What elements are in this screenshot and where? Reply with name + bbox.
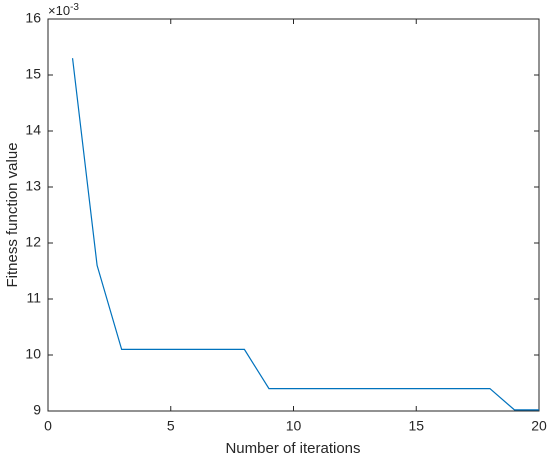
y-tick-label: 9 bbox=[33, 402, 41, 418]
x-tick-label: 15 bbox=[408, 418, 424, 434]
y-axis-label: Fitness function value bbox=[4, 142, 21, 287]
y-tick-label: 14 bbox=[25, 122, 41, 138]
x-tick-label: 0 bbox=[44, 418, 52, 434]
data-line bbox=[71, 58, 539, 411]
y-multiplier: ×10-3 bbox=[48, 2, 79, 19]
y-multiplier-exp: -3 bbox=[70, 2, 79, 13]
y-tick-label: 16 bbox=[25, 10, 41, 26]
y-multiplier-base: ×10 bbox=[48, 3, 70, 18]
y-tick-label: 10 bbox=[25, 346, 41, 362]
y-tick-label: 15 bbox=[25, 66, 41, 82]
x-tick-label: 5 bbox=[167, 418, 175, 434]
x-tick-label: 10 bbox=[286, 418, 302, 434]
y-tick-label: 12 bbox=[25, 234, 41, 250]
plot-frame bbox=[47, 18, 540, 412]
y-tick-label: 13 bbox=[25, 178, 41, 194]
x-axis-label: Number of iterations bbox=[225, 440, 360, 457]
y-tick-label: 11 bbox=[26, 290, 41, 306]
x-tick-label: 20 bbox=[531, 418, 547, 434]
